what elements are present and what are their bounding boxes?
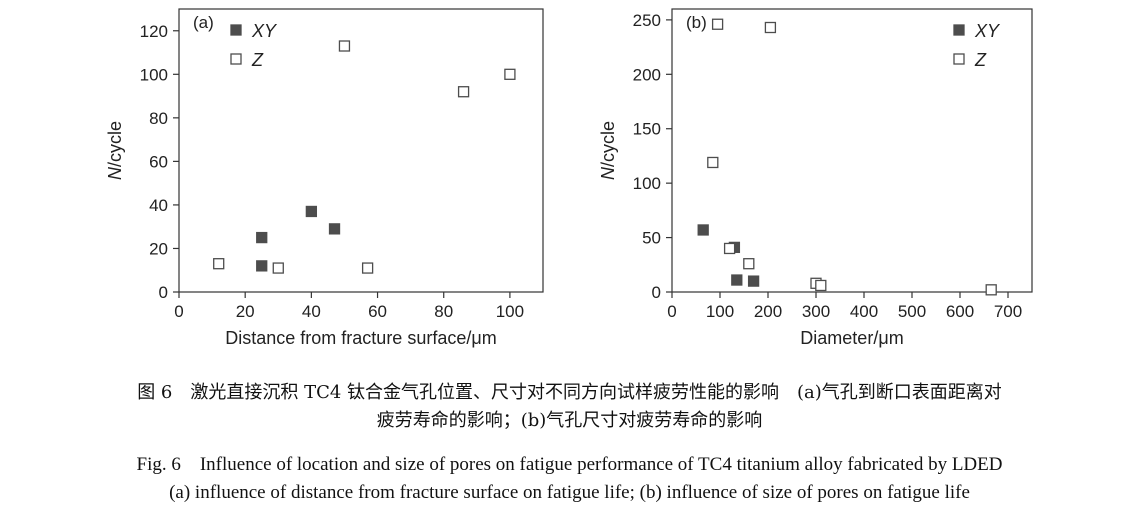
data-point-z — [985, 284, 997, 296]
y-tick-label: 0 — [159, 283, 168, 302]
data-point-xy — [731, 274, 743, 286]
y-tick-label: 200 — [633, 65, 661, 84]
data-point-z — [723, 242, 736, 255]
data-point-z — [743, 258, 755, 270]
y-axis-label: N/cycle — [105, 121, 125, 180]
data-point-z — [361, 262, 374, 274]
legend-label-xy: XY — [251, 21, 278, 41]
y-tick-label: 50 — [642, 229, 661, 248]
x-tick-label: 60 — [368, 302, 387, 321]
legend-label-z: Z — [251, 50, 264, 70]
y-tick-label: 80 — [149, 109, 168, 128]
data-point-z — [707, 156, 719, 169]
x-tick-label: 200 — [754, 302, 782, 321]
plot-frame — [178, 8, 544, 293]
data-point-z — [272, 262, 284, 274]
data-point-z — [711, 18, 724, 30]
data-point-z — [815, 279, 827, 292]
y-tick-label: 0 — [652, 283, 661, 302]
x-tick-label: 600 — [946, 302, 974, 321]
x-tick-label: 0 — [174, 302, 183, 321]
caption-cn-line2: 疲劳寿命的影响；(b)气孔尺寸对疲劳寿命的影响 — [376, 410, 763, 431]
data-point-z — [213, 258, 225, 270]
legend-label-xy: XY — [974, 21, 1001, 41]
chart-panel-b: 0 100 200 300 400 500 600 700 0 50 100 150 200 250 Dia… — [598, 8, 1033, 348]
x-tick-label: 100 — [496, 302, 524, 321]
data-point-xy — [305, 205, 318, 218]
x-tick-label: 0 — [667, 302, 676, 321]
data-point-xy — [697, 224, 709, 236]
x-axis-label: Distance from fracture surface/μm — [225, 328, 496, 348]
x-tick-label: 300 — [802, 302, 830, 321]
y-axis-label: N/cycle — [598, 121, 618, 180]
y-tick-label: 60 — [149, 152, 168, 171]
y-tick-label: 250 — [633, 11, 661, 30]
legend-marker-xy — [230, 24, 242, 36]
y-axis-label-rest: /cycle — [598, 121, 618, 167]
data-point-xy — [328, 223, 341, 235]
y-tick-label: 100 — [140, 65, 168, 84]
data-point-z — [457, 86, 470, 98]
legend-marker-z — [953, 53, 965, 65]
legend-label-z: Z — [974, 50, 987, 70]
y-tick-label: 20 — [149, 239, 168, 258]
legend-marker-z — [230, 53, 242, 65]
x-tick-label: 100 — [706, 302, 734, 321]
plot-frame — [671, 8, 1033, 293]
caption-cn-line1: 图 6 激光直接沉积 TC4 钛合金气孔位置、尺寸对不同方向试样疲劳性能的影响 … — [137, 382, 1002, 403]
data-point-z — [504, 68, 516, 80]
legend-marker-xy — [953, 24, 965, 36]
panel-label: (a) — [193, 13, 214, 32]
x-axis-label: Diameter/μm — [800, 328, 903, 348]
data-point-z — [764, 21, 777, 34]
y-tick-label: 120 — [140, 22, 168, 41]
x-tick-label: 40 — [302, 302, 321, 321]
data-point-xy — [256, 231, 268, 244]
data-point-z — [338, 40, 351, 52]
x-tick-label: 500 — [898, 302, 926, 321]
y-tick-label: 40 — [149, 196, 168, 215]
chart-panel-a: 0 20 40 60 80 100 0 20 40 60 80 100 120 Distance from… — [105, 8, 544, 348]
y-axis-label-italic: N — [105, 166, 125, 180]
data-point-xy — [256, 260, 268, 272]
caption-en-line1: Fig. 6 Influence of location and size of… — [136, 454, 1003, 475]
figure-charts: 0 20 40 60 80 100 0 20 40 60 80 100 120 Distance from… — [105, 8, 1033, 348]
x-tick-label: 80 — [434, 302, 453, 321]
x-tick-label: 700 — [994, 302, 1022, 321]
y-tick-label: 100 — [633, 174, 661, 193]
y-axis-label-italic: N — [598, 166, 618, 180]
x-tick-label: 400 — [850, 302, 878, 321]
y-tick-label: 150 — [633, 120, 661, 139]
panel-label: (b) — [686, 13, 707, 32]
y-axis-label-rest: /cycle — [105, 121, 125, 167]
x-tick-label: 20 — [236, 302, 255, 321]
data-point-xy — [747, 275, 760, 287]
caption-en-line2: (a) influence of distance from fracture … — [169, 482, 970, 503]
